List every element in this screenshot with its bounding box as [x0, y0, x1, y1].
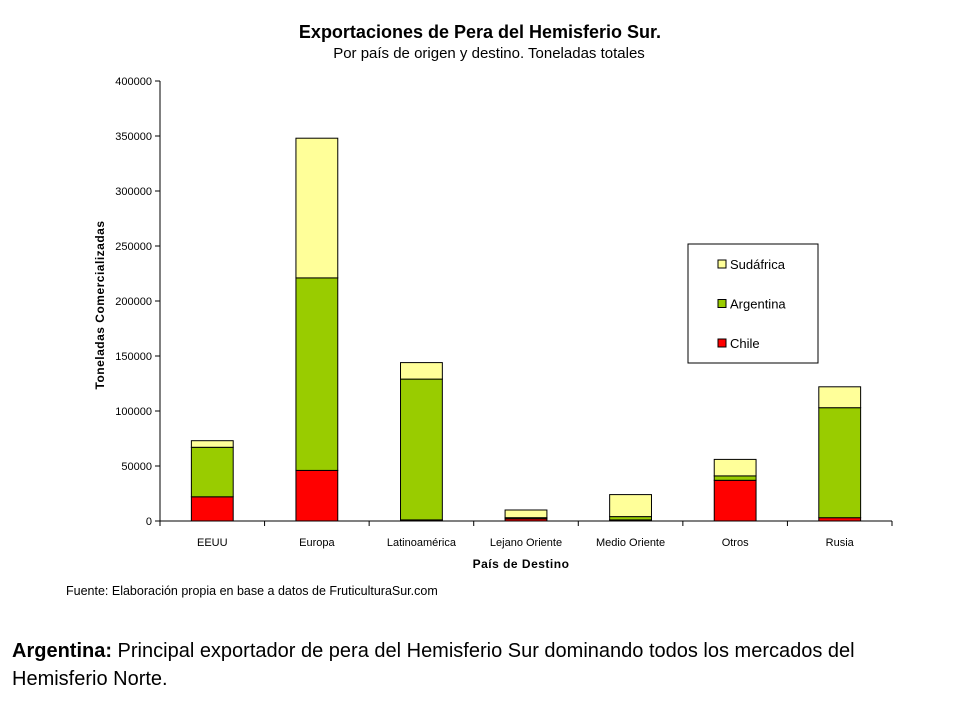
- bar-argentina: [713, 475, 757, 481]
- bar-chile: [295, 469, 339, 522]
- legend-label: Sudáfrica: [730, 257, 786, 272]
- x-axis-title: País de Destino: [473, 557, 570, 571]
- y-tick-label: 350000: [115, 131, 152, 143]
- legend-swatch: [717, 259, 727, 269]
- legend-label: Argentina: [730, 297, 786, 312]
- legend-swatch: [717, 299, 727, 308]
- legend-label: Chile: [730, 336, 760, 351]
- y-tick-label: 0: [146, 516, 152, 528]
- y-tick-label: 150000: [115, 351, 152, 363]
- bar-sudfrica: [818, 386, 862, 409]
- x-tick-label: Otros: [722, 537, 749, 549]
- chart: Exportaciones de Pera del Hemisferio Sur…: [93, 22, 893, 571]
- caption-bold: Argentina:: [12, 640, 112, 662]
- y-tick-label: 50000: [121, 461, 152, 473]
- y-tick-label: 250000: [115, 241, 152, 253]
- x-tick-label: Lejano Oriente: [490, 537, 562, 549]
- x-tick-label: Latinoamérica: [387, 537, 457, 549]
- bar-argentina: [818, 407, 862, 519]
- source-note: Fuente: Elaboración propia en base a dat…: [66, 584, 438, 598]
- y-tick-label: 300000: [115, 186, 152, 198]
- bar-chile: [190, 496, 234, 522]
- bar-sudfrica: [504, 509, 548, 519]
- y-tick-label: 400000: [115, 76, 152, 88]
- chart-subtitle: Por país de origen y destino. Toneladas …: [333, 45, 645, 62]
- bar-argentina: [190, 446, 234, 498]
- bar-sudfrica: [295, 137, 339, 279]
- x-tick-label: EEUU: [197, 537, 228, 549]
- bar-sudfrica: [713, 458, 757, 477]
- x-tick-label: Europa: [299, 537, 335, 549]
- x-tick-label: Medio Oriente: [596, 537, 665, 549]
- legend-swatch: [717, 338, 727, 348]
- bar-argentina: [400, 378, 443, 521]
- bar-argentina: [295, 277, 339, 471]
- y-tick-label: 200000: [115, 296, 152, 308]
- x-tick-label: Rusia: [826, 537, 855, 549]
- bar-chile: [713, 479, 757, 522]
- bar-sudfrica: [609, 494, 652, 518]
- caption: Argentina: Principal exportador de pera …: [12, 637, 942, 693]
- bar-sudfrica: [400, 362, 443, 380]
- caption-text: Principal exportador de pera del Hemisfe…: [12, 640, 855, 690]
- y-axis-title: Toneladas Comercializadas: [93, 220, 107, 389]
- bar-sudfrica: [190, 440, 234, 448]
- legend: [687, 243, 819, 364]
- y-tick-label: 100000: [115, 406, 152, 418]
- chart-title: Exportaciones de Pera del Hemisferio Sur…: [299, 22, 661, 42]
